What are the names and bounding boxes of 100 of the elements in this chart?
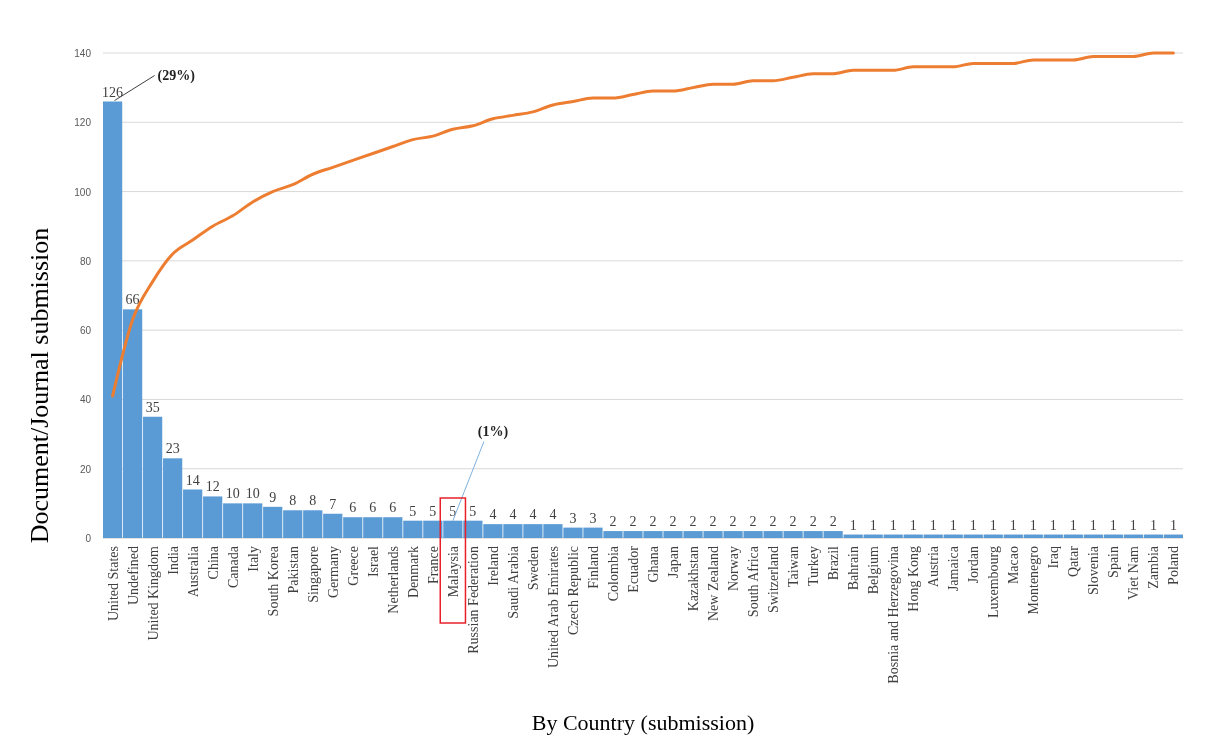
x-tick-label: Bahrain	[846, 546, 862, 591]
data-label: 7	[329, 496, 337, 512]
data-label: 1	[929, 517, 937, 533]
x-tick-label: Bosnia and Herzegovina	[886, 545, 902, 684]
data-label: 6	[389, 500, 397, 516]
x-tick-label: Malaysia	[445, 545, 461, 598]
y-tick-label: 60	[79, 325, 92, 337]
y-tick-label: 140	[74, 48, 92, 59]
annotation: (29%)	[157, 67, 196, 84]
data-label: 1	[1089, 517, 1097, 533]
data-label: 1	[989, 517, 997, 533]
data-label: 126	[102, 84, 124, 100]
x-tick-label: Russian Federation	[465, 546, 481, 654]
annotation: (1%)	[477, 423, 509, 440]
x-tick-label: Ecuador	[625, 545, 641, 593]
y-tick-label: 40	[79, 394, 92, 406]
x-tick-label: Denmark	[405, 546, 421, 599]
data-label: 8	[289, 493, 297, 509]
x-tick-label: Netherlands	[385, 546, 401, 614]
y-axis-title: Document/Journal submission	[25, 227, 54, 544]
data-label: 2	[689, 514, 697, 530]
x-tick-label: Luxembourg	[986, 546, 1002, 619]
data-label: 1	[849, 517, 857, 533]
data-label: 1	[889, 517, 897, 533]
data-label: 3	[589, 510, 597, 526]
data-label: 2	[649, 514, 657, 530]
data-label: 2	[809, 514, 817, 530]
data-label: 1	[1069, 517, 1077, 533]
data-label: 6	[369, 500, 377, 516]
data-label: 4	[549, 507, 557, 523]
data-label: 14	[185, 472, 200, 488]
data-label: 10	[225, 486, 240, 502]
data-label: 1	[949, 517, 957, 533]
data-label: 2	[829, 514, 837, 530]
data-label: 1	[1129, 517, 1137, 533]
data-label: 5	[409, 503, 417, 519]
x-tick-label: New Zealand	[706, 546, 722, 622]
x-tick-label: Viet Nam	[1126, 545, 1142, 600]
x-tick-label: Jordan	[966, 546, 982, 584]
data-label: 8	[309, 493, 317, 509]
x-tick-label: Macao	[1006, 546, 1022, 585]
x-tick-label: Undefined	[125, 546, 141, 606]
data-label: 1	[1009, 517, 1017, 533]
x-tick-label: Qatar	[1066, 545, 1082, 578]
data-label: 4	[509, 507, 517, 523]
y-tick-label: 0	[85, 533, 92, 544]
y-tick-label: 80	[79, 255, 92, 267]
data-label: 1	[909, 517, 917, 533]
x-tick-label: Iraq	[1046, 546, 1062, 569]
x-tick-label: South Korea	[265, 545, 281, 617]
x-tick-label: Turkey	[806, 546, 822, 586]
data-label: 66	[125, 292, 140, 308]
x-tick-label: Czech Republic	[565, 546, 581, 636]
x-tick-label: Montenegro	[1026, 546, 1042, 615]
data-label: 10	[245, 486, 260, 502]
data-label: 2	[789, 514, 797, 530]
x-tick-label: China	[205, 545, 221, 580]
x-tick-label: Colombia	[605, 545, 621, 602]
x-tick-label: Germany	[325, 546, 341, 599]
x-tick-label: Spain	[1106, 546, 1122, 578]
data-label: 1	[1029, 517, 1037, 533]
x-tick-label: Ireland	[485, 546, 501, 586]
x-tick-label: Slovenia	[1086, 545, 1102, 595]
y-tick-label: 20	[79, 463, 92, 475]
data-label: 1	[1169, 517, 1177, 533]
x-axis-title: By Country (submission)	[531, 710, 755, 735]
x-tick-label: Switzerland	[766, 546, 782, 613]
data-label: 1	[969, 517, 977, 533]
x-tick-label: Japan	[666, 546, 682, 578]
data-label: 3	[569, 510, 577, 526]
y-tick-label: 100	[74, 186, 92, 198]
data-label: 2	[709, 514, 717, 530]
x-tick-label: Pakistan	[285, 546, 301, 594]
x-tick-label: Greece	[345, 546, 361, 586]
x-tick-label: Saudi Arabia	[505, 545, 521, 619]
x-tick-label: Australia	[185, 545, 201, 598]
x-tick-label: Austria	[926, 545, 942, 588]
data-label: 6	[349, 500, 357, 516]
data-label: 35	[145, 399, 160, 415]
x-tick-label: Singapore	[305, 546, 321, 603]
x-tick-label: South Africa	[746, 545, 762, 618]
x-tick-label: Zambia	[1146, 545, 1162, 589]
x-tick-label: United Kingdom	[145, 545, 161, 641]
x-tick-label: United States	[105, 546, 121, 622]
x-tick-label: Sweden	[525, 546, 541, 591]
data-label: 5	[469, 503, 477, 519]
data-label: 23	[165, 441, 180, 457]
data-label: 2	[769, 514, 777, 530]
data-label: 2	[749, 514, 757, 530]
data-label: 2	[629, 514, 637, 530]
data-label: 1	[1109, 517, 1117, 533]
x-tick-label: Finland	[585, 546, 601, 589]
data-label: 4	[489, 507, 497, 523]
data-label: 12	[205, 479, 220, 495]
data-label: 2	[669, 514, 677, 530]
x-tick-label: United Arab Emirates	[545, 546, 561, 669]
data-label: 1	[1149, 517, 1157, 533]
x-tick-label: Hong Kong	[906, 546, 922, 612]
data-label: 1	[869, 517, 877, 533]
x-tick-label: France	[425, 546, 441, 585]
